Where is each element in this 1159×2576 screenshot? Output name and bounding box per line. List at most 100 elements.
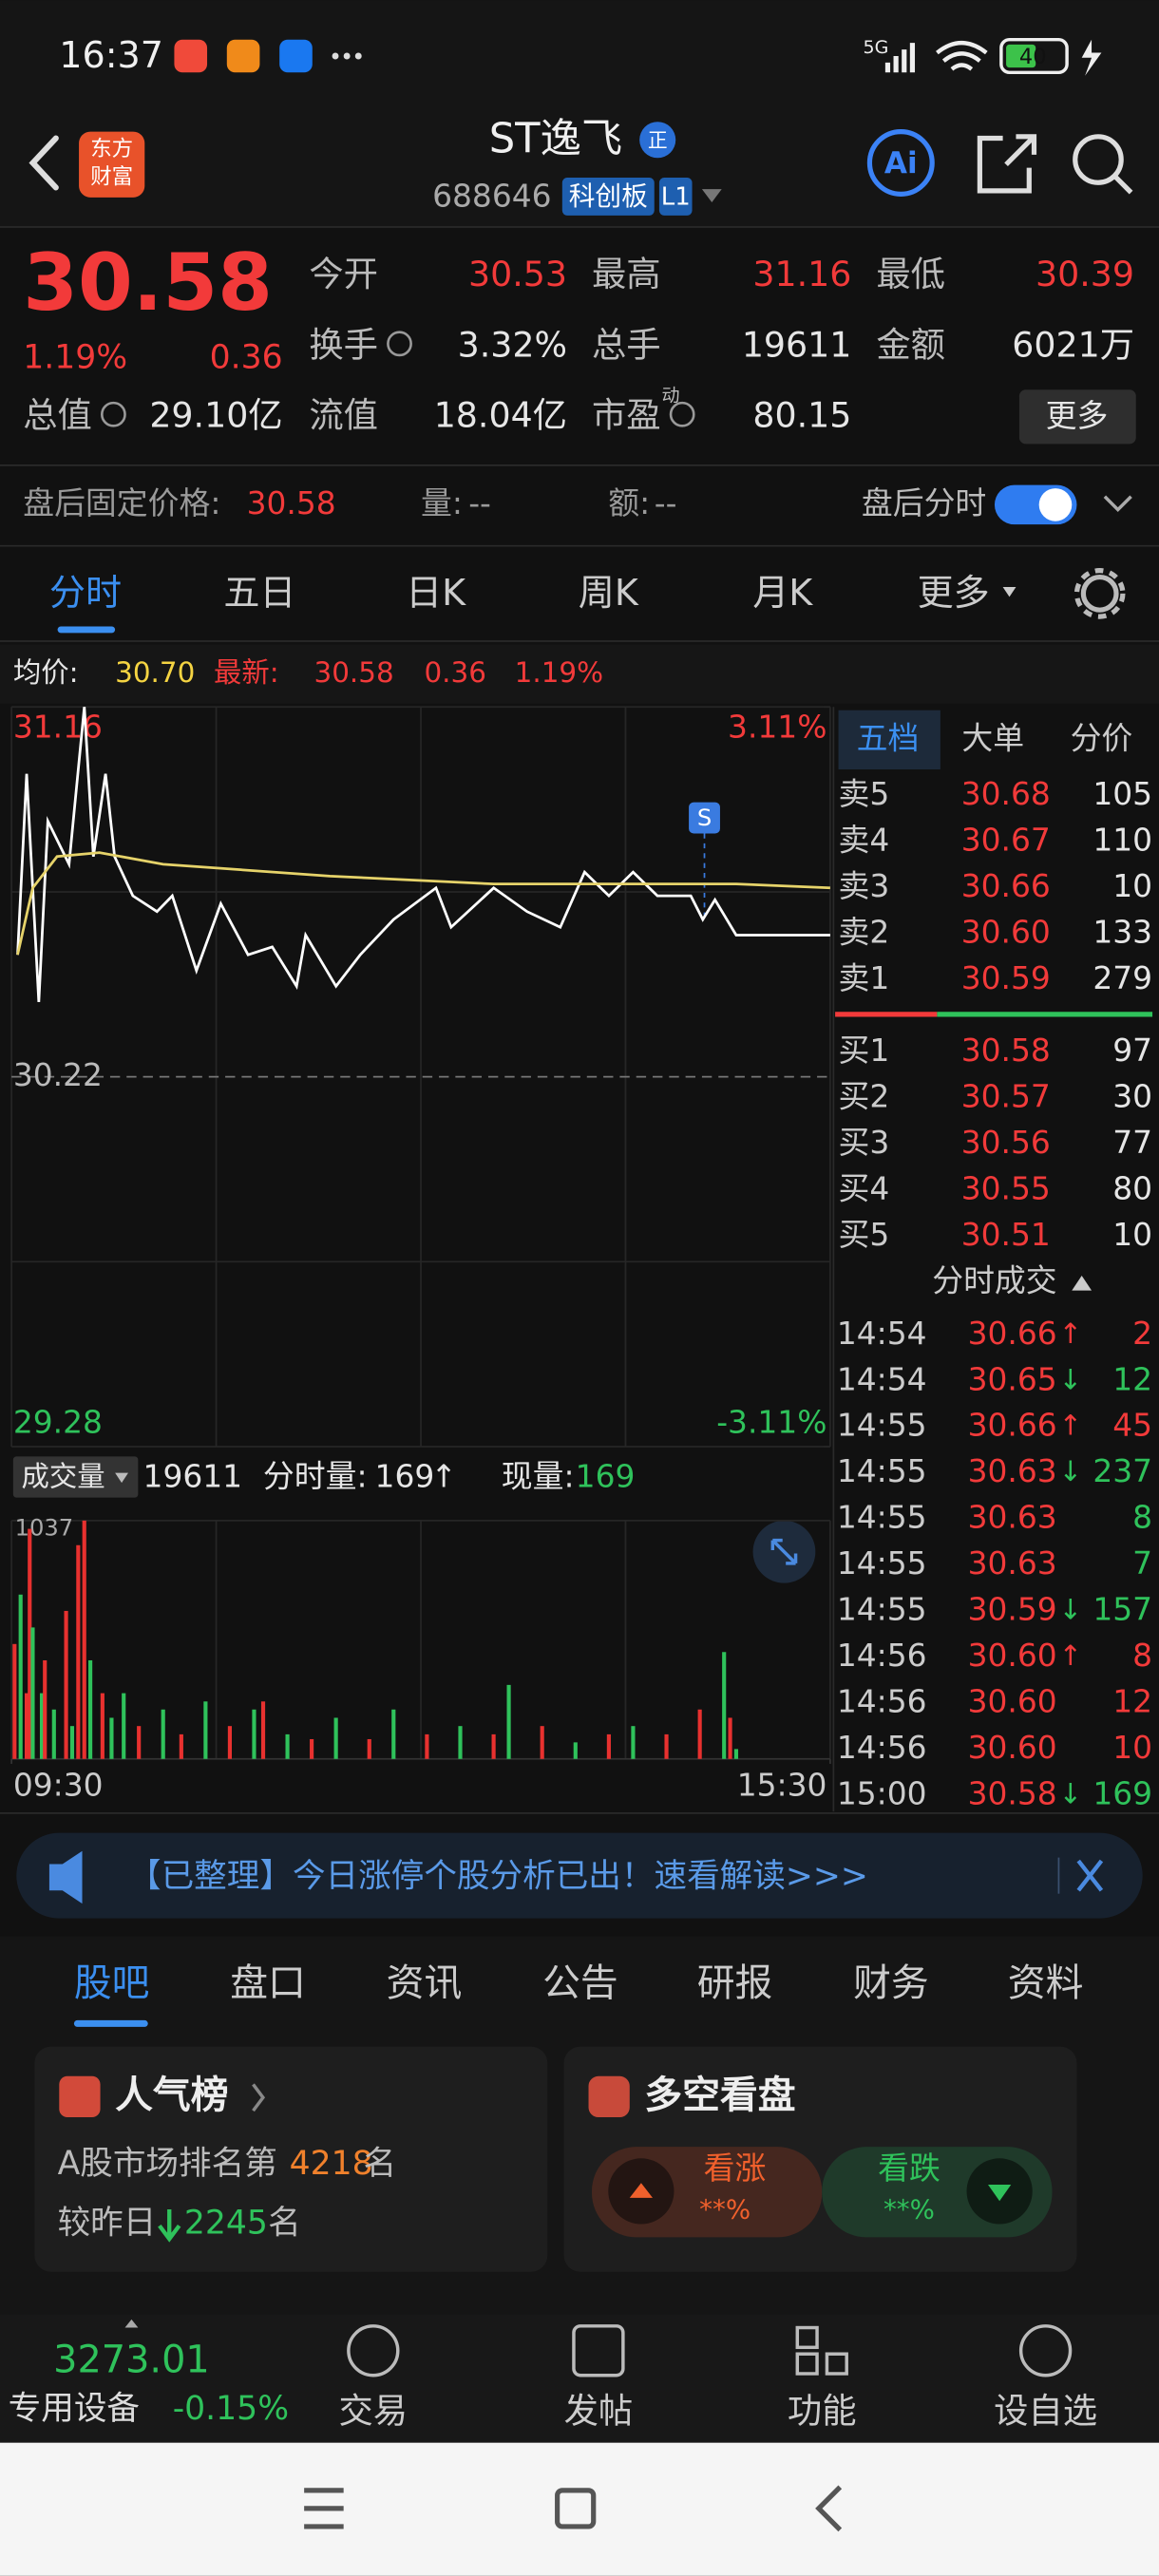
- level-volume: 77: [1112, 1124, 1152, 1161]
- level-label: 卖5: [839, 775, 890, 812]
- card-text: 名: [363, 2145, 396, 2183]
- nav-item[interactable]: 设自选: [994, 2391, 1097, 2432]
- info-icon: [100, 401, 126, 427]
- field-value: 30.53: [468, 254, 567, 294]
- settings-button[interactable]: [1080, 574, 1119, 613]
- volume-bar: [18, 1594, 23, 1759]
- sector-change: -0.15%: [173, 2390, 289, 2428]
- change: 0.36: [210, 338, 283, 376]
- section-tab[interactable]: 财务: [853, 1961, 929, 2005]
- volume-bar: [540, 1726, 544, 1759]
- search-button[interactable]: [1073, 134, 1124, 185]
- nav-item[interactable]: 发帖: [564, 2391, 634, 2432]
- field-label: 最高: [592, 254, 661, 294]
- order-book-tab[interactable]: 五档: [857, 719, 920, 756]
- volume-bar: [631, 1726, 636, 1759]
- share-button[interactable]: [977, 134, 1037, 194]
- logo-text: 东方: [90, 137, 133, 161]
- chevron[interactable]: [1103, 495, 1132, 513]
- level-label: 买3: [839, 1124, 890, 1161]
- signal-marker: [689, 802, 720, 834]
- app-icon: [226, 39, 260, 73]
- dot: [332, 52, 339, 60]
- tab[interactable]: 周K: [579, 572, 639, 614]
- y-tick-label: 1037: [15, 1515, 74, 1542]
- level-label: 卖1: [839, 959, 890, 996]
- home-button[interactable]: [555, 2488, 597, 2529]
- level-volume: 80: [1112, 1170, 1152, 1207]
- stock-code: 688646: [432, 177, 551, 214]
- dropdown-icon: [115, 1472, 128, 1484]
- level-price: 30.68: [961, 775, 1051, 812]
- field-label: 总值: [23, 395, 92, 436]
- rank: 4218: [290, 2145, 373, 2183]
- section-tab[interactable]: 盘口: [230, 1961, 306, 2005]
- trade-dir: ↑: [1058, 1639, 1082, 1672]
- nav-item[interactable]: 功能: [788, 2391, 857, 2432]
- banner[interactable]: [16, 1832, 1143, 1919]
- section-tab[interactable]: 股吧: [74, 1961, 150, 2005]
- trade-time: 15:00: [837, 1774, 927, 1811]
- bear-arrow: [988, 2184, 1012, 2202]
- trade-dir: ↓: [1058, 1363, 1082, 1395]
- after-hours-label: 盘后固定价格:: [23, 484, 220, 521]
- volume-bar: [227, 1726, 232, 1759]
- trade-price: 30.60: [968, 1637, 1057, 1674]
- field-value: 30.39: [1036, 254, 1134, 294]
- level-label: 买4: [839, 1170, 890, 1207]
- tab[interactable]: 更多: [918, 572, 990, 614]
- popularity-card[interactable]: [34, 2046, 548, 2272]
- chevron: [252, 2083, 266, 2112]
- volume-bar: [367, 1738, 371, 1759]
- menu-button[interactable]: [304, 2488, 344, 2529]
- trade-dir: ↓: [1058, 1777, 1082, 1809]
- signal-marker-icon: S: [697, 805, 712, 831]
- dropdown-icon: [1002, 586, 1016, 597]
- order-book-tab[interactable]: 分价: [1071, 719, 1133, 756]
- level: L1: [661, 182, 691, 211]
- card-title: 多空看盘: [644, 2074, 795, 2117]
- volume-bar: [310, 1738, 314, 1759]
- back-button[interactable]: [28, 135, 59, 191]
- tab[interactable]: 日K: [406, 572, 466, 614]
- chart-info: 均价:: [13, 656, 79, 689]
- field-value: 31.16: [752, 254, 851, 294]
- volume-bar: [252, 1709, 256, 1759]
- trade-dir: ↓: [1058, 1594, 1082, 1626]
- ai-button[interactable]: [866, 128, 935, 197]
- level-price: 30.58: [961, 1032, 1051, 1069]
- tab[interactable]: 分时: [49, 572, 122, 614]
- section-tab[interactable]: 公告: [542, 1961, 618, 2005]
- field-label: 流值: [309, 395, 378, 436]
- more-button[interactable]: [1018, 389, 1136, 445]
- trade-time: 14:56: [837, 1637, 927, 1674]
- section-tab[interactable]: 资讯: [387, 1961, 463, 2005]
- volume-bar: [333, 1717, 338, 1759]
- volume-bar: [88, 1659, 93, 1759]
- sentiment-icon: [588, 2075, 630, 2118]
- volume-bar: [69, 1726, 75, 1759]
- nav-item[interactable]: 交易: [338, 2391, 408, 2432]
- field-label: 今开: [309, 254, 378, 294]
- volume-bar: [137, 1726, 142, 1759]
- trade-dir: ↓: [1058, 1455, 1082, 1487]
- section-tab[interactable]: 研报: [697, 1961, 773, 2005]
- charging-icon: [1081, 39, 1102, 76]
- field-value: 18.04亿: [434, 395, 567, 436]
- back-nav-button[interactable]: [815, 2485, 843, 2532]
- trade-volume: 8: [1132, 1499, 1152, 1536]
- after-hours-price: 30.58: [247, 484, 336, 521]
- settings-teeth: [1074, 568, 1126, 619]
- level-price: 30.60: [961, 914, 1051, 951]
- battery-icon: [999, 37, 1069, 75]
- close-button[interactable]: [1076, 1859, 1104, 1892]
- level-volume: 110: [1092, 822, 1152, 859]
- trade-time: 14:54: [837, 1315, 927, 1352]
- tab[interactable]: 五日: [223, 572, 295, 614]
- level-label: 买2: [839, 1078, 890, 1115]
- section-tab[interactable]: 资料: [1008, 1961, 1084, 2005]
- order-book-tab[interactable]: 大单: [961, 719, 1024, 756]
- field-label: 最低: [876, 254, 945, 294]
- tab[interactable]: 月K: [752, 572, 813, 614]
